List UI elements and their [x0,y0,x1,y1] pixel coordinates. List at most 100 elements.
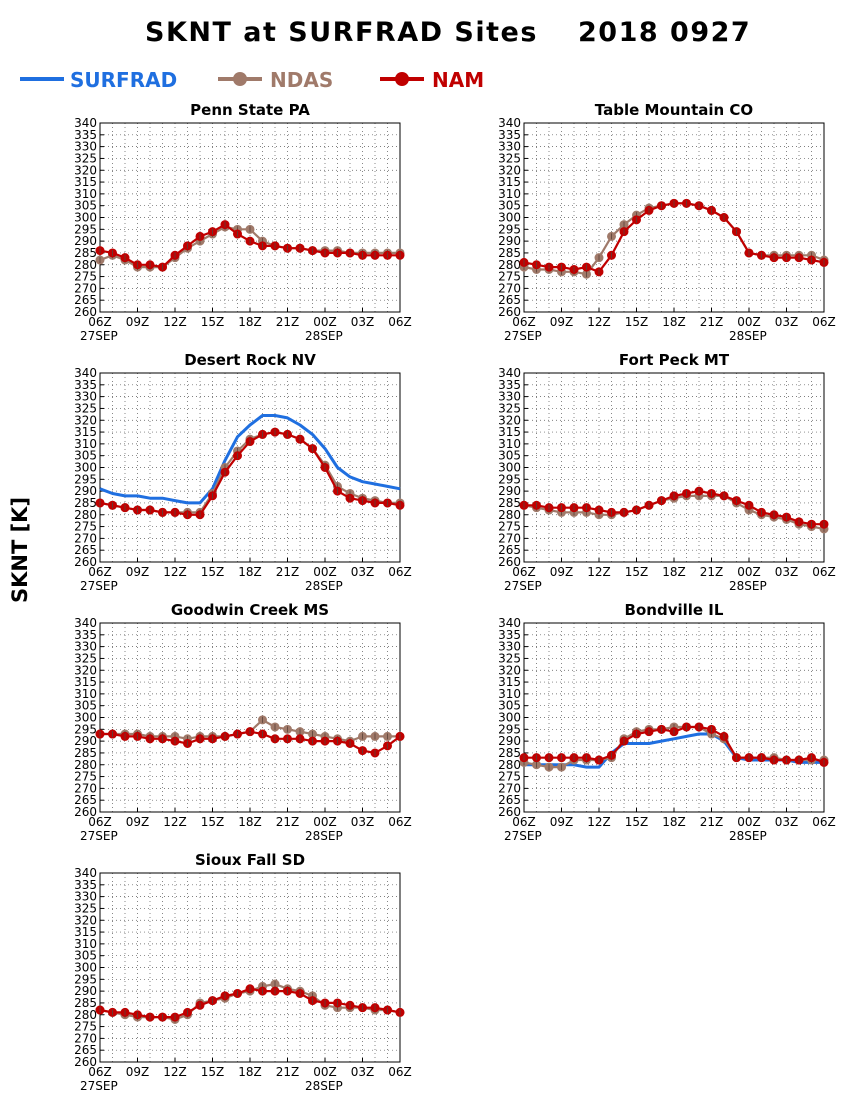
date-label: 27SEP [504,579,542,593]
y-tick-label: 305 [74,199,97,213]
y-tick-label: 310 [498,187,521,201]
x-tick-label: 00Z [737,565,761,579]
x-tick-label: 15Z [201,565,225,579]
x-tick-label: 21Z [276,315,300,329]
panel-table-mountain-co: Table Mountain CO 26026527027528028529029… [498,101,836,343]
y-tick-label: 300 [498,211,521,225]
y-tick-label: 260 [74,305,97,319]
x-tick-label: 03Z [775,815,799,829]
y-tick-label: 295 [498,722,521,736]
panel-bondville-il: Bondville IL2602652702752802852902953003… [498,601,836,843]
x-tick-label: 12Z [587,315,611,329]
series-line-nam [523,202,825,273]
series-nam [519,722,829,767]
panel-goodwin-creek-ms: Goodwin Creek MS 260265270275280285290295… [74,601,412,843]
y-tick-label: 270 [498,781,521,795]
y-tick-label: 315 [74,925,97,939]
y-tick-label: 290 [498,734,521,748]
y-tick-label: 295 [74,222,97,236]
x-tick-label: 06Z [88,565,112,579]
y-tick-label: 270 [74,281,97,295]
x-tick-label: 06Z [812,815,836,829]
y-tick-label: 290 [498,484,521,498]
grid [100,123,400,312]
x-tick-label: 00Z [313,565,337,579]
x-tick-label: 15Z [625,815,649,829]
y-tick-label: 315 [74,425,97,439]
x-tick-label: 15Z [625,565,649,579]
x-tick-label: 06Z [88,815,112,829]
x-tick-label: 09Z [550,565,574,579]
x-tick-label: 03Z [775,315,799,329]
x-tick-label: 00Z [313,815,337,829]
x-tick-label: 12Z [587,815,611,829]
y-tick-label: 330 [498,390,521,404]
y-tick-label: 285 [498,496,521,510]
y-tick-label: 330 [74,390,97,404]
y-tick-label: 275 [74,520,97,534]
y-tick-label: 285 [74,246,97,260]
y-tick-label: 325 [498,651,521,665]
x-tick-label: 18Z [238,815,262,829]
panel-title: Desert Rock NV [184,351,316,369]
y-tick-label: 330 [498,640,521,654]
x-tick-label: 06Z [388,815,412,829]
y-tick-label: 285 [498,246,521,260]
y-tick-label: 310 [74,937,97,951]
y-tick-label: 265 [74,793,97,807]
grid [524,373,824,562]
y-tick-label: 280 [498,508,521,522]
y-tick-label: 325 [498,401,521,415]
y-tick-label: 320 [74,413,97,427]
y-tick-label: 295 [74,972,97,986]
series-surfrad [99,414,401,505]
date-label: 28SEP [305,329,343,343]
y-tick-label: 310 [74,687,97,701]
y-tick-label: 315 [498,425,521,439]
panel-title: Goodwin Creek MS [171,601,329,619]
y-tick-label: 280 [74,258,97,272]
x-tick-label: 03Z [351,1065,375,1079]
y-tick-label: 320 [74,913,97,927]
date-label: 27SEP [80,829,118,843]
x-tick-label: 09Z [550,815,574,829]
x-tick-label: 15Z [201,815,225,829]
y-tick-label: 325 [74,401,97,415]
y-tick-label: 285 [498,746,521,760]
date-label: 28SEP [305,829,343,843]
y-tick-label: 265 [74,1043,97,1057]
y-tick-label: 290 [498,234,521,248]
legend-item-ndas: NDAS [218,68,333,92]
y-tick-label: 320 [74,663,97,677]
y-tick-label: 265 [498,793,521,807]
date-label: 27SEP [504,329,542,343]
y-tick-label: 325 [74,651,97,665]
date-label: 28SEP [729,329,767,343]
y-tick-label: 340 [74,116,97,130]
x-tick-label: 21Z [276,815,300,829]
date-label: 27SEP [504,829,542,843]
y-tick-label: 320 [74,163,97,177]
y-tick-label: 270 [498,531,521,545]
x-tick-label: 00Z [737,815,761,829]
date-label: 28SEP [305,579,343,593]
y-tick-label: 300 [498,711,521,725]
y-tick-label: 305 [74,949,97,963]
x-tick-label: 12Z [163,1065,187,1079]
x-tick-label: 03Z [351,815,375,829]
y-tick-label: 305 [74,699,97,713]
y-tick-label: 285 [74,496,97,510]
x-tick-label: 18Z [238,565,262,579]
x-tick-label: 12Z [587,565,611,579]
date-label: 27SEP [80,329,118,343]
y-tick-label: 335 [74,128,97,142]
x-tick-label: 06Z [512,815,536,829]
x-tick-label: 00Z [313,1065,337,1079]
grid [524,623,824,812]
y-tick-label: 285 [74,746,97,760]
y-tick-label: 270 [74,531,97,545]
x-tick-label: 06Z [388,1065,412,1079]
y-tick-label: 310 [74,437,97,451]
panel-penn-state-pa: Penn State PA 260265270275280285290295300… [74,101,412,343]
